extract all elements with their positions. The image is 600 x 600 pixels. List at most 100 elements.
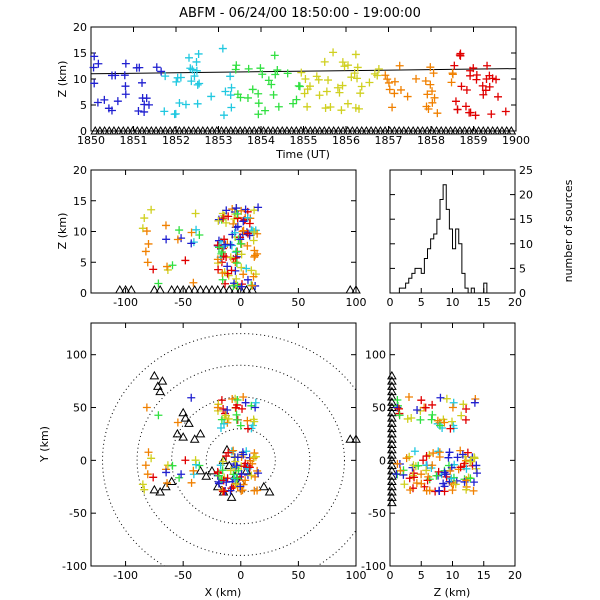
source-point bbox=[163, 262, 172, 271]
source-point bbox=[140, 100, 149, 109]
source-point bbox=[453, 105, 462, 114]
source-point bbox=[457, 82, 466, 91]
source-point bbox=[245, 231, 254, 240]
source-point bbox=[422, 452, 431, 461]
source-point bbox=[424, 472, 433, 481]
source-point bbox=[226, 72, 235, 81]
x-tick-label: 5 bbox=[418, 569, 425, 582]
source-point bbox=[232, 204, 241, 213]
reference-line bbox=[90, 68, 517, 75]
source-point bbox=[239, 480, 248, 489]
station-marker bbox=[127, 125, 138, 135]
station-marker bbox=[387, 476, 397, 485]
source-point bbox=[292, 95, 301, 104]
source-point bbox=[289, 99, 298, 108]
source-point bbox=[93, 98, 102, 107]
source-point bbox=[190, 72, 199, 81]
station-marker bbox=[193, 125, 203, 135]
source-point bbox=[456, 51, 465, 60]
source-point bbox=[393, 403, 402, 412]
station-marker bbox=[90, 125, 101, 135]
source-point bbox=[232, 480, 241, 489]
source-point bbox=[421, 76, 430, 85]
station-marker bbox=[501, 125, 512, 135]
source-point bbox=[243, 416, 252, 425]
station-marker bbox=[375, 125, 386, 135]
source-point bbox=[451, 480, 460, 489]
station-marker bbox=[394, 125, 404, 135]
station-marker bbox=[120, 284, 131, 294]
source-point bbox=[458, 450, 467, 459]
station-marker bbox=[282, 125, 292, 135]
source-point bbox=[453, 453, 462, 462]
source-point bbox=[187, 478, 196, 487]
source-point bbox=[238, 404, 247, 413]
source-point bbox=[100, 95, 109, 104]
station-marker bbox=[161, 481, 171, 491]
source-point bbox=[356, 89, 365, 98]
y-tick-label: 100 bbox=[66, 349, 87, 362]
station-marker bbox=[370, 125, 381, 135]
station-marker bbox=[351, 284, 361, 294]
source-point bbox=[157, 67, 166, 76]
station-marker bbox=[123, 125, 133, 135]
source-point bbox=[168, 261, 177, 270]
station-marker bbox=[422, 125, 433, 135]
source-point bbox=[144, 448, 153, 457]
source-point bbox=[195, 230, 204, 239]
histogram-ylabel: number of sources bbox=[562, 179, 575, 282]
source-point bbox=[274, 102, 283, 111]
source-point bbox=[245, 219, 254, 228]
source-point bbox=[247, 401, 256, 410]
y-tick-label: 25 bbox=[519, 164, 533, 177]
source-point bbox=[239, 217, 248, 226]
y-tick-label: 0 bbox=[379, 454, 386, 467]
source-point bbox=[243, 275, 252, 284]
source-point bbox=[428, 410, 437, 419]
station-marker bbox=[387, 460, 397, 470]
x-tick-label: 1858 bbox=[417, 134, 445, 147]
y-tick-label: 10 bbox=[73, 226, 87, 239]
station-marker bbox=[450, 125, 461, 135]
source-point bbox=[230, 228, 239, 237]
source-point bbox=[231, 65, 240, 74]
source-point bbox=[191, 456, 200, 465]
tick-layer: 1850 1851 1852 1853 1854 1855 1856 1857 1858 1859… bbox=[62, 21, 533, 582]
source-point bbox=[256, 64, 265, 73]
source-point bbox=[233, 474, 242, 483]
source-point bbox=[396, 85, 405, 94]
source-point bbox=[488, 74, 497, 83]
source-point bbox=[228, 394, 237, 403]
station-marker bbox=[342, 125, 353, 135]
station-marker bbox=[188, 125, 199, 135]
station-marker bbox=[436, 125, 447, 135]
source-point bbox=[303, 102, 312, 111]
source-point bbox=[392, 470, 401, 479]
range-rings bbox=[102, 333, 356, 566]
station-marker bbox=[469, 125, 479, 135]
source-point bbox=[417, 470, 426, 479]
station-marker bbox=[291, 125, 302, 135]
station-marker bbox=[387, 481, 397, 491]
station-marker bbox=[478, 125, 489, 135]
source-point bbox=[435, 486, 444, 495]
source-point bbox=[390, 77, 399, 86]
source-point bbox=[220, 235, 229, 244]
histogram-layer bbox=[390, 184, 490, 294]
source-point bbox=[213, 403, 222, 412]
y-tick-label: 20 bbox=[73, 21, 87, 34]
station-marker bbox=[207, 284, 217, 294]
station-marker bbox=[258, 125, 269, 135]
station-marker bbox=[104, 125, 115, 135]
source-point bbox=[173, 73, 182, 82]
station-marker bbox=[178, 407, 189, 417]
source-point bbox=[243, 424, 252, 433]
station-marker bbox=[254, 125, 264, 135]
source-point bbox=[324, 76, 333, 85]
station-marker bbox=[155, 125, 166, 135]
station-marker bbox=[221, 125, 232, 135]
x-tick-label: 5 bbox=[418, 296, 425, 309]
source-point bbox=[305, 82, 314, 91]
source-point bbox=[417, 396, 426, 405]
